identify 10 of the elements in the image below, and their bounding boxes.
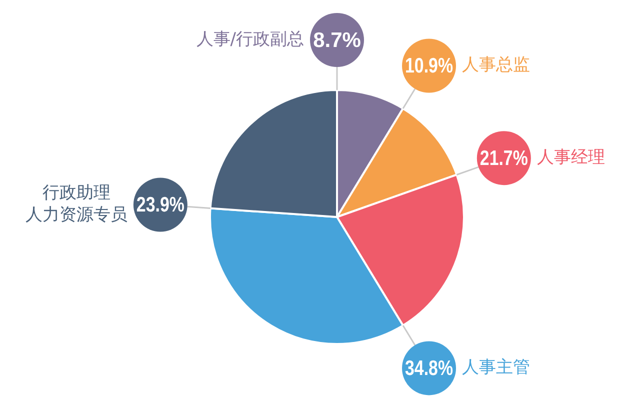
slice-label: 人事总监 xyxy=(462,55,530,76)
slice-label: 人事/行政副总 xyxy=(196,29,304,50)
data-label: 23.9% xyxy=(136,194,184,218)
data-label: 10.9% xyxy=(405,54,454,78)
data-label: 21.7% xyxy=(480,147,528,170)
slice-label: 行政助理人力资源专员 xyxy=(25,183,128,226)
slice-label: 人事主管 xyxy=(462,358,530,378)
data-label: 34.8% xyxy=(405,357,454,381)
slice-label: 人事经理 xyxy=(536,148,605,168)
data-label: 8.7% xyxy=(313,28,362,52)
